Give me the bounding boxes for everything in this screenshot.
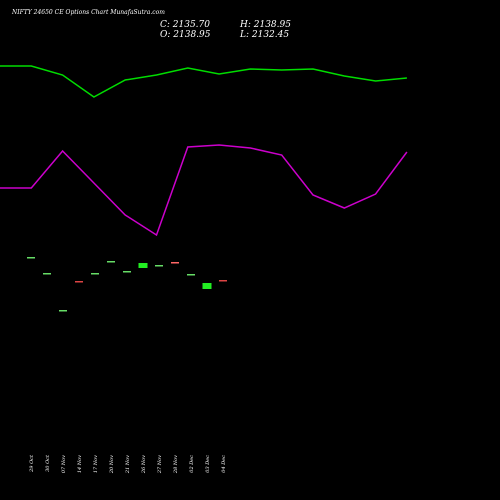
candle — [107, 261, 115, 263]
x-tick-label: 14 Nov — [77, 455, 83, 473]
x-tick-label: 03 Dec — [205, 455, 211, 473]
line-series — [0, 144, 408, 237]
x-tick-label: 07 Nov — [61, 455, 67, 473]
open-label: O: 2138.95 — [160, 30, 211, 40]
x-tick-label: 04 Dec — [221, 455, 227, 473]
x-tick-label: 28 Nov — [173, 455, 179, 474]
candle — [138, 263, 148, 268]
x-tick-label: 02 Dec — [189, 455, 195, 473]
candle — [123, 271, 131, 273]
x-tick-label: 26 Nov — [141, 455, 147, 474]
close-label: C: 2135.70 — [160, 20, 210, 30]
x-tick-label: 21 Nov — [125, 455, 131, 474]
candle — [59, 310, 67, 312]
x-tick-label: 29 Oct — [29, 454, 35, 473]
x-tick-label: 27 Nov — [157, 455, 163, 474]
candle — [43, 273, 51, 275]
candle — [75, 281, 83, 283]
x-tick-label: 20 Nov — [109, 455, 115, 474]
candle — [91, 273, 99, 275]
candle — [155, 265, 163, 267]
chart-title: NIFTY 24650 CE Options Chart MunafaSutra… — [11, 9, 165, 16]
candle — [202, 283, 212, 289]
x-tick-label: 30 Oct — [45, 454, 51, 472]
candle — [171, 262, 179, 264]
high-label: H: 2138.95 — [239, 20, 291, 30]
candle — [27, 257, 35, 259]
x-tick-label: 17 Nov — [93, 455, 99, 473]
low-label: L: 2132.45 — [239, 30, 289, 40]
line-series — [0, 65, 407, 98]
candle — [219, 280, 227, 282]
candle — [187, 274, 195, 276]
